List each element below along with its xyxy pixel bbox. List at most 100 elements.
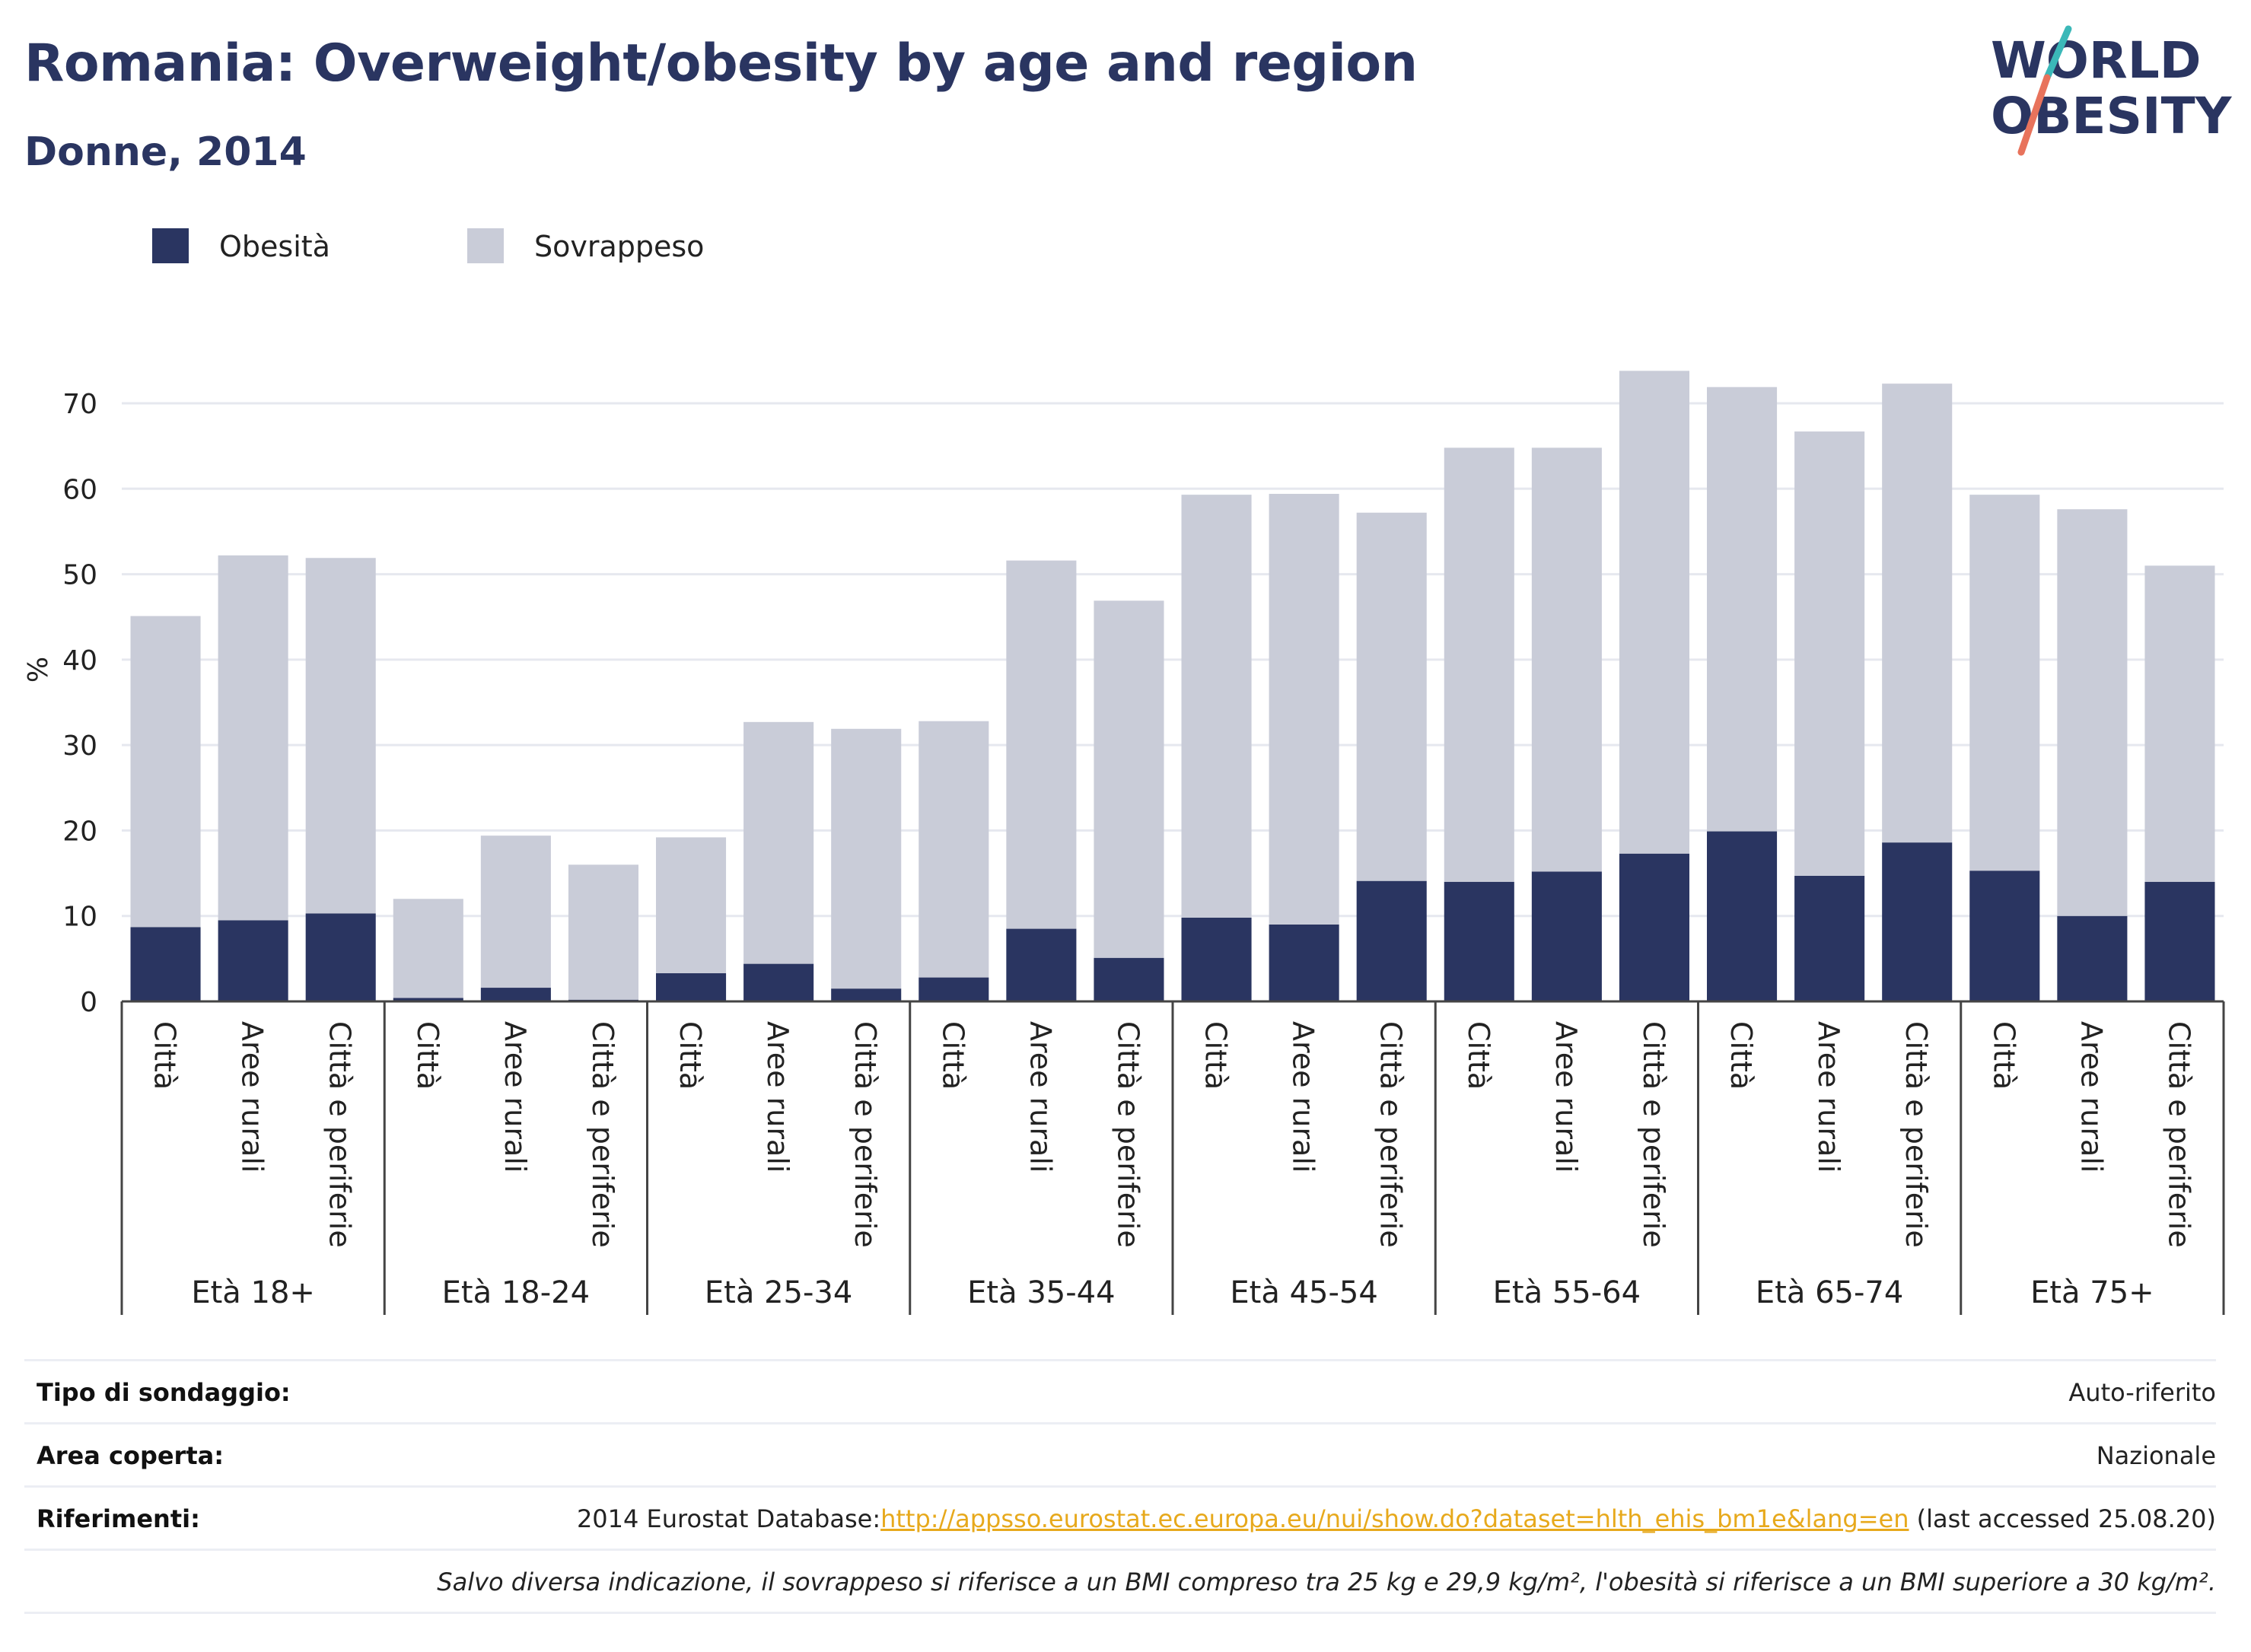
bar-overweight [2144,565,2215,882]
bar-obesity [1356,880,1427,1001]
x-tick-label: Città e periferie [2162,1021,2195,1248]
group-label: Età 65-74 [1756,1275,1903,1310]
references-value: 2014 Eurostat Database:http://appsso.eur… [577,1504,2216,1533]
svg-text:WORLD: WORLD [1991,31,2202,90]
world-obesity-logo: WORLD OBESITY [1991,25,2233,156]
y-axis: 0 10 20 30 40 50 60 70% [23,389,97,1018]
x-tick-label: Città [936,1021,969,1090]
x-tick-label: Città [1724,1021,1758,1090]
bar-overweight [743,721,814,964]
page-subtitle: Donne, 2014 [24,129,307,175]
bar-overweight [1444,447,1514,882]
bar-obesity [919,977,989,1001]
x-tick-label: Città [411,1021,444,1090]
bar-overweight [1094,600,1164,958]
bar-overweight [1882,384,1953,843]
x-tick-label: Città [1199,1021,1233,1090]
group-label: Età 25-34 [705,1275,852,1310]
bar-obesity [1444,881,1514,1001]
group-label: Età 18+ [191,1275,315,1310]
chart-grid [122,402,2224,918]
bar-obesity [2144,881,2215,1001]
footer-row-area: Area coperta: Nazionale [24,1422,2216,1485]
bar-overweight [2057,509,2128,916]
area-covered-value: Nazionale [2096,1441,2216,1470]
x-tick-label: Aree rurali [761,1021,794,1173]
bar-overweight [1969,495,2040,871]
x-tick-label: Aree rurali [1549,1021,1583,1173]
bar-obesity [1181,917,1252,1001]
x-tick-label: Città e periferie [1374,1021,1408,1248]
bar-obesity [1531,871,1602,1001]
bar-obesity [305,913,376,1001]
group-label: Età 75+ [2030,1275,2154,1310]
bar-overweight [1006,560,1077,929]
bar-obesity [831,988,902,1001]
legend-label-obesity: Obesità [219,230,330,263]
chart-legend: Obesità Sovrappeso [152,228,704,263]
x-tick-label: Aree rurali [236,1021,269,1173]
area-covered-label: Area coperta: [37,1441,224,1470]
bar-obesity [1969,871,2040,1001]
bar-overweight [1531,447,1602,872]
chart-footer: Tipo di sondaggio: Auto-riferito Area co… [24,1359,2216,1614]
x-tick-label: Città e periferie [849,1021,882,1248]
x-tick-label: Città e periferie [323,1021,357,1248]
group-label: Età 45-54 [1230,1275,1377,1310]
footer-row-note: Salvo diversa indicazione, il sovrappeso… [24,1549,2216,1614]
bar-overweight [919,721,989,978]
y-axis-title: % [23,657,54,683]
x-tick-label: Città [1462,1021,1495,1090]
y-tick-label: 10 [62,902,97,933]
footer-row-survey: Tipo di sondaggio: Auto-riferito [24,1359,2216,1422]
x-tick-label: Aree rurali [1812,1021,1845,1173]
bar-chart: Obesità Sovrappeso 0 10 20 30 40 50 60 70% Città… [23,228,2225,1315]
x-tick-label: Aree rurali [498,1021,532,1173]
y-tick-label: 20 [62,816,97,847]
y-tick-label: 0 [80,987,97,1018]
references-suffix: (last accessed 25.08.20) [1909,1504,2216,1533]
group-label: Età 18-24 [442,1275,590,1310]
legend-label-overweight: Sovrappeso [534,230,704,263]
x-tick-label: Aree rurali [2074,1021,2108,1173]
page-title: Romania: Overweight/obesity by age and r… [24,33,1418,94]
survey-type-label: Tipo di sondaggio: [37,1378,291,1407]
bar-obesity [218,920,288,1001]
bar-obesity [1094,957,1164,1001]
bar-obesity [743,963,814,1001]
x-tick-label: Città e periferie [1111,1021,1145,1248]
bar-overweight [1269,494,1339,925]
x-tick-label: Città e periferie [586,1021,619,1248]
bar-overweight [305,558,376,914]
y-tick-label: 40 [62,645,97,676]
survey-type-value: Auto-riferito [2068,1378,2216,1407]
bar-obesity [656,972,727,1001]
bar-overweight [1356,512,1427,881]
group-label: Età 35-44 [967,1275,1115,1310]
bar-obesity [1269,924,1339,1001]
y-tick-label: 50 [62,560,97,591]
legend-swatch-overweight [467,228,504,263]
y-tick-label: 70 [62,389,97,420]
footer-row-references: Riferimenti: 2014 Eurostat Database:http… [24,1485,2216,1549]
x-axis: Città Aree rurali Città e periferie Città Ar… [120,1000,2225,1315]
x-tick-label: Città [148,1021,182,1090]
bar-obesity [1707,831,1778,1001]
bmi-note: Salvo diversa indicazione, il sovrappeso… [437,1568,2216,1596]
bar-obesity [130,927,201,1001]
legend-swatch-obesity [152,228,189,263]
group-label: Età 55-64 [1493,1275,1641,1310]
bar-overweight [1707,387,1778,832]
bar-obesity [1794,875,1865,1001]
bar-overweight [218,555,288,921]
references-link[interactable]: http://appsso.eurostat.ec.europa.eu/nui/… [880,1504,1909,1533]
x-tick-label: Città e periferie [1637,1021,1670,1248]
bar-obesity [480,988,551,1001]
bar-overweight [480,836,551,988]
bar-obesity [2057,915,2128,1001]
y-tick-label: 60 [62,474,97,505]
bar-overweight [1181,495,1252,918]
chart-bars [130,371,2215,1001]
bar-overweight [568,864,638,1000]
bar-obesity [1882,842,1953,1001]
